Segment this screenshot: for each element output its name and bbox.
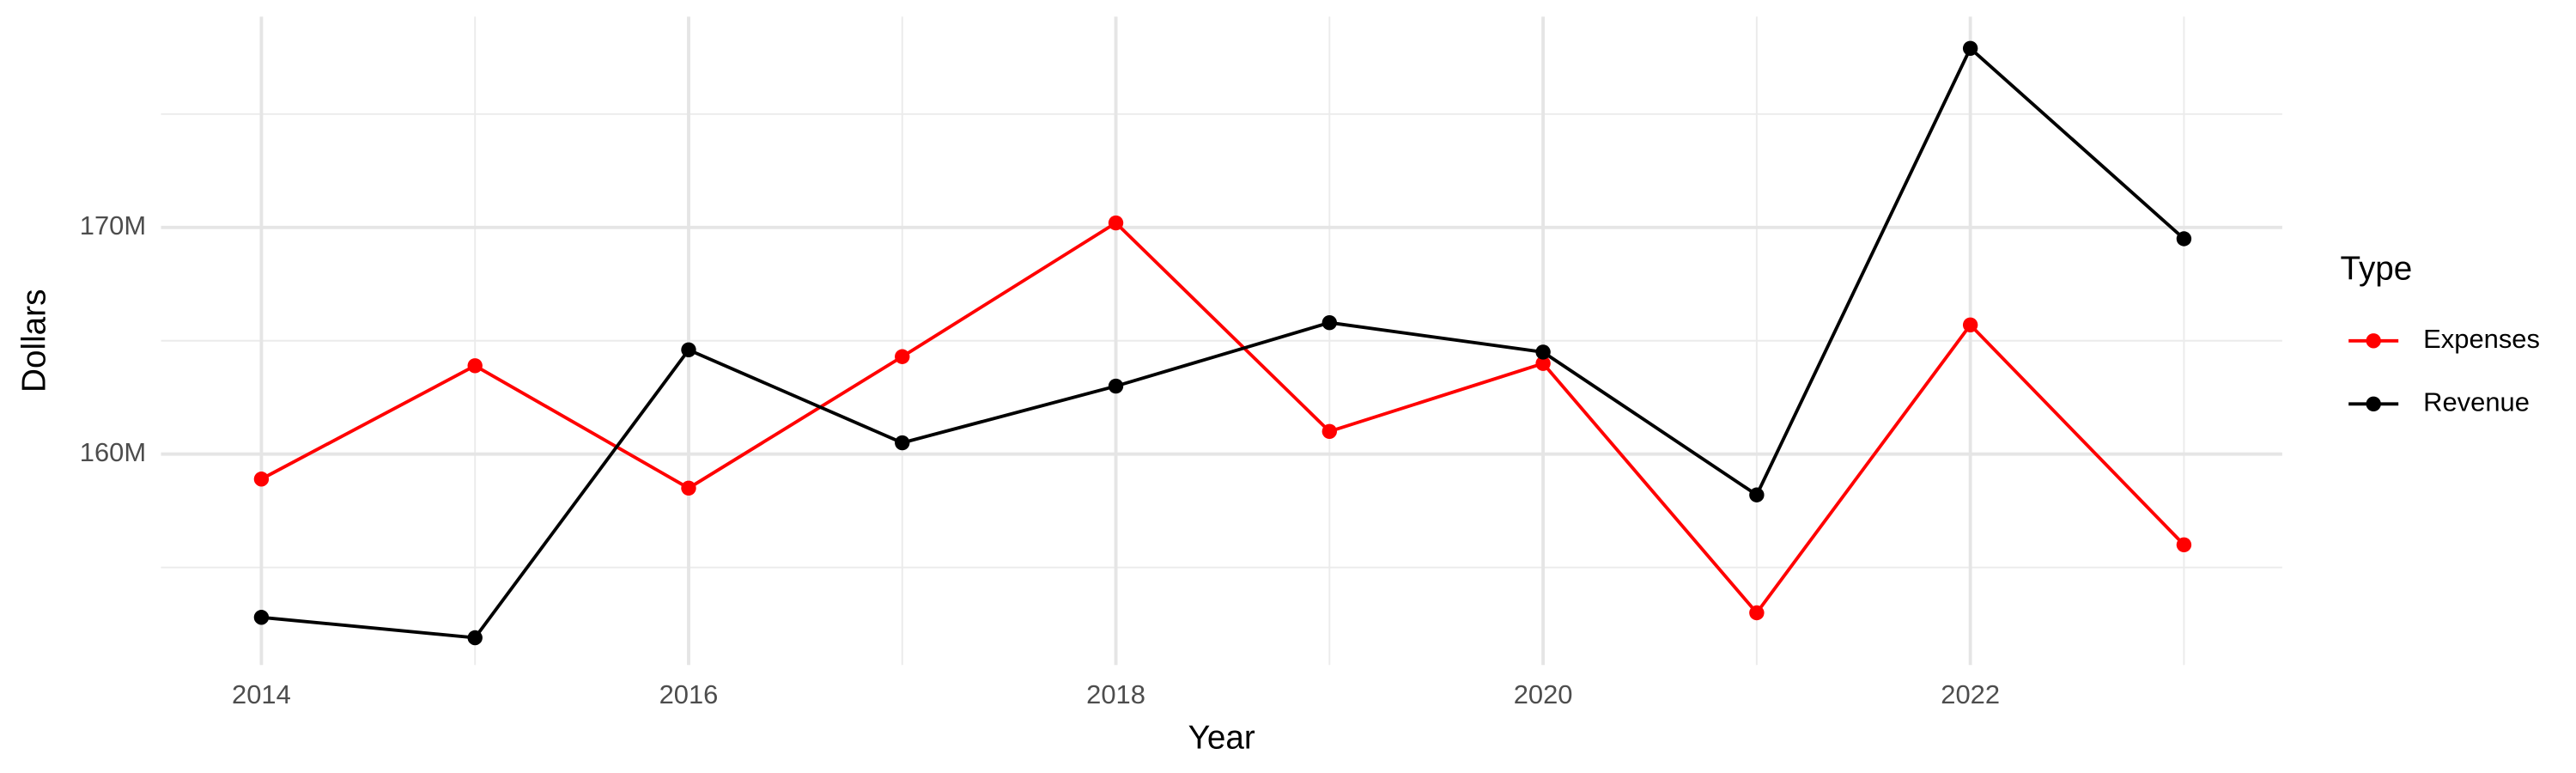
legend-item: Expenses (2348, 324, 2540, 354)
point (895, 349, 910, 364)
series (253, 40, 2192, 646)
point (1321, 423, 1338, 440)
point (1749, 487, 1765, 502)
point (681, 342, 696, 358)
point (253, 472, 270, 487)
point (1535, 344, 1551, 360)
legend-label: Expenses (2423, 324, 2540, 354)
legend-label: Revenue (2423, 386, 2530, 417)
y-tick-label: 170M (80, 210, 146, 240)
point (681, 480, 696, 496)
point (2176, 231, 2192, 247)
point (1321, 314, 1338, 331)
line (261, 46, 2185, 640)
legend-item: Revenue (2348, 386, 2530, 417)
point (1962, 40, 1978, 57)
point (1108, 378, 1124, 394)
point (1108, 215, 1124, 231)
point (1535, 356, 1551, 371)
x-tick-label: 2018 (1086, 679, 1145, 709)
legend-point (2366, 333, 2381, 349)
point (1749, 605, 1765, 621)
point (895, 435, 910, 451)
y-tick-label: 160M (80, 437, 146, 467)
line (260, 221, 2185, 616)
point (467, 630, 483, 646)
y-axis-title: Dollars (16, 289, 53, 393)
point (1962, 317, 1978, 333)
point (2176, 537, 2192, 553)
grid (161, 16, 2282, 666)
legend-point (2366, 396, 2381, 412)
point (253, 610, 270, 625)
x-tick-label: 2016 (659, 679, 719, 709)
point (467, 358, 483, 374)
legend-title: Type (2341, 251, 2413, 288)
x-tick-label: 2020 (1514, 679, 1573, 709)
series (253, 215, 2192, 621)
x-tick-label: 2014 (232, 679, 291, 709)
x-axis-title: Year (1188, 719, 1255, 756)
x-tick-label: 2022 (1941, 679, 2000, 709)
